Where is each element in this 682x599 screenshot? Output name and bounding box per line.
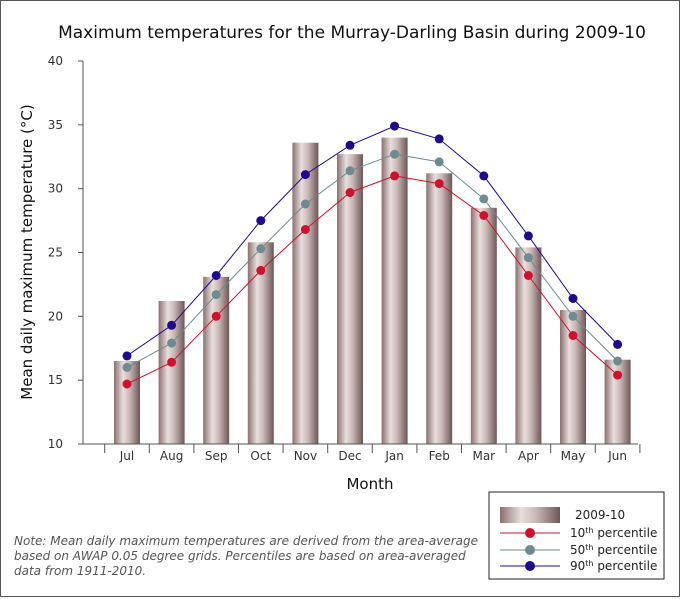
series-line-p50 [126,153,618,368]
point-p90-may [568,294,578,303]
legend-marker-p10 [525,528,535,538]
bar-jul [114,361,140,444]
x-tick-label-feb: Feb [429,449,450,463]
point-p90-apr [523,231,533,241]
plot-area: 10 15 20 25 30 35 40 Jul Aug Sep Oct Nov Dec Jan Feb Ma… [48,54,641,463]
legend-label-p50: 50th percentile [570,543,657,557]
point-p50-jan [390,149,400,159]
point-p90-oct [256,216,266,226]
bar-may [560,310,586,444]
x-tick-label-jun: Jun [607,449,627,463]
point-p10-sep [211,311,221,321]
y-tick-label: 25 [48,246,63,260]
y-tick-label: 35 [48,118,63,132]
legend-label-p90: 90th percentile [570,559,657,573]
legend-label-2009-10: 2009-10 [575,508,625,522]
legend-swatch-bar [500,507,560,523]
point-p50-jul [122,362,132,372]
point-p50-apr [523,253,533,263]
bar-jan [381,137,408,444]
point-p50-may [568,311,578,321]
point-p50-feb [434,157,444,167]
point-p90-sep [211,271,221,280]
legend: 2009-10 10th percentile 50th percentile 90t… [488,491,665,580]
legend-label-p10: 10th percentile [570,526,657,540]
x-tick-label-apr: Apr [518,449,539,463]
point-p10-dec [345,188,355,197]
x-tick-label-aug: Aug [160,449,183,463]
series-line-p90 [126,125,618,357]
point-p10-jun [613,370,623,380]
point-p10-apr [523,271,533,280]
y-axis-label: Mean daily maximum temperature (°C) [18,104,36,399]
point-p10-jan [390,171,400,181]
point-p90-aug [167,320,177,330]
x-tick-label-dec: Dec [338,449,361,463]
point-p90-mar [479,171,489,181]
bar-feb [426,173,453,445]
x-tick-label-nov: Nov [294,449,317,463]
point-p90-jun [613,339,623,349]
y-tick-label: 30 [48,182,63,196]
bar-nov [292,142,319,444]
x-tick-label-oct: Oct [250,449,271,463]
point-p10-may [568,331,578,340]
point-p50-mar [479,194,489,204]
chart-note: Note: Mean daily maximum temperatures ar… [14,534,479,578]
x-axis-label: Month [346,475,393,493]
point-p10-jul [122,379,132,389]
point-p50-dec [345,166,355,176]
point-p10-oct [256,265,266,275]
point-p50-jun [613,356,623,366]
point-p10-nov [300,225,310,234]
x-tick-label-mar: Mar [472,449,495,463]
series-line-p10 [126,175,618,385]
point-p50-nov [300,199,310,209]
bar-oct [247,242,274,444]
bar-dec [337,154,363,444]
point-p90-feb [434,134,444,144]
point-p10-mar [479,211,489,220]
point-p50-aug [167,338,177,348]
chart-title: Maximum temperatures for the Murray-Darl… [58,23,646,43]
x-tick-label-may: May [561,449,586,463]
point-p10-feb [434,179,444,189]
x-tick-label-sep: Sep [205,449,228,463]
bar-sep [203,276,230,444]
x-tick-label-jul: Jul [119,449,134,463]
legend-marker-p50 [525,545,535,555]
y-tick-label: 40 [48,54,63,68]
legend-marker-p90 [525,561,535,571]
legend-box [488,491,665,580]
point-p50-sep [211,290,221,300]
y-tick-label: 20 [48,309,63,323]
bar-mar [470,207,497,444]
x-tick-label-jan: Jan [384,449,404,463]
point-p90-dec [345,140,355,150]
point-p10-aug [167,357,177,367]
y-tick-label: 15 [48,373,63,387]
point-p50-oct [256,244,266,254]
point-p90-jan [390,121,400,131]
point-p90-nov [300,170,310,180]
point-p90-jul [122,351,132,361]
y-tick-label: 10 [48,437,63,451]
bar-apr [515,247,542,444]
